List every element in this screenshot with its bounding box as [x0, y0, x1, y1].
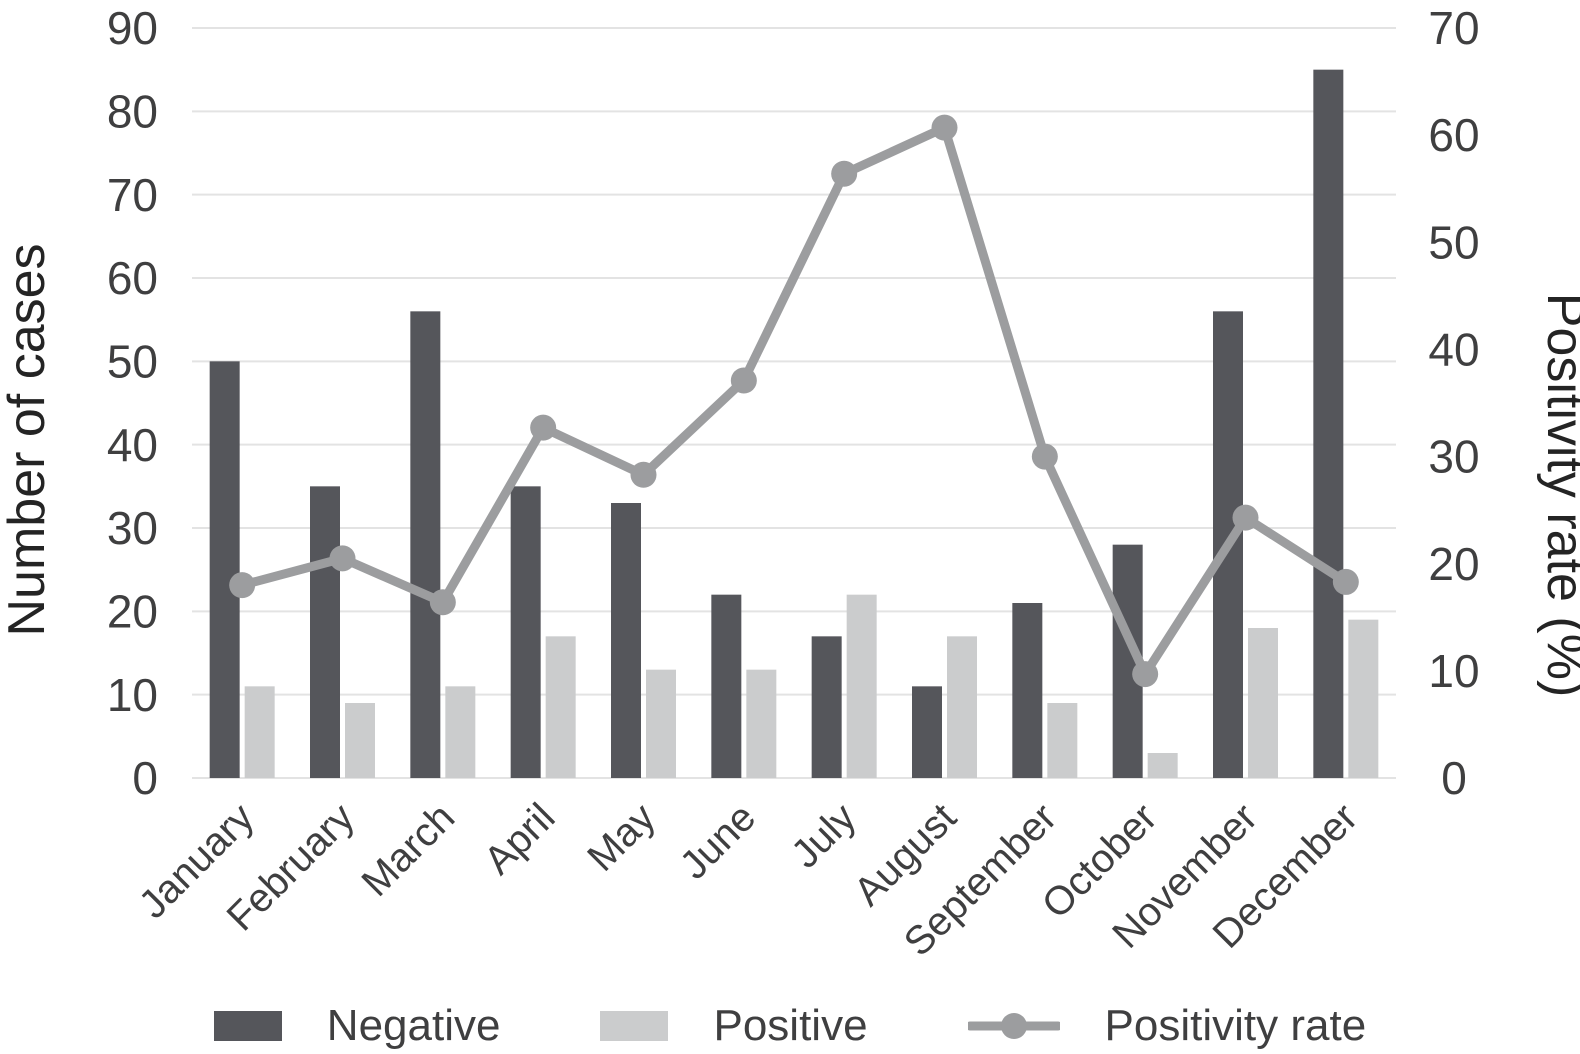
positive-swatch-icon [600, 1011, 669, 1041]
positive-bar-january [244, 686, 275, 778]
positive-bar-december [1348, 619, 1379, 778]
positivity-rate-marker-march [429, 589, 456, 616]
left-tick-label: 90 [107, 2, 158, 54]
positivity-rate-line [237, 123, 1351, 679]
right-tick-label: 10 [1428, 645, 1479, 697]
positivity-rate-marker-may [630, 461, 657, 488]
positivity-rate-marker-july [831, 160, 858, 187]
right-tick-label: 70 [1428, 2, 1479, 54]
positive-bar-november [1248, 628, 1278, 778]
negative-bar-august [912, 686, 942, 778]
right-tick-label: 0 [1441, 752, 1467, 804]
right-tick-label: 60 [1428, 109, 1479, 161]
legend-label-negative: Negative [326, 1001, 501, 1050]
right-axis-title: Positivity rate (%) [1536, 293, 1580, 698]
positivity-rate-line-icon [965, 1011, 1063, 1041]
positivity-rate-marker-june [730, 367, 757, 394]
negative-bar-february [310, 486, 340, 778]
negative-bar-june [711, 594, 742, 778]
positive-bar-october [1147, 753, 1178, 778]
month-label-june: June [672, 795, 764, 887]
right-tick-label: 20 [1428, 538, 1479, 590]
legend-item-positivity-rate: Positivity rate [965, 1001, 1367, 1051]
left-tick-label: 60 [107, 252, 158, 304]
month-label-july: July [783, 795, 864, 876]
left-axis-title: Number of cases [0, 243, 56, 636]
left-tick-label: 70 [107, 169, 158, 221]
positive-bar-september [1047, 703, 1078, 778]
left-tick-label: 10 [107, 669, 158, 721]
month-label-april: April [476, 795, 564, 883]
right-tick-label: 30 [1428, 431, 1479, 483]
positivity-rate-marker-april [530, 414, 557, 441]
positivity-rate-marker-september [1031, 443, 1058, 470]
legend-item-negative: Negative [213, 1001, 501, 1051]
left-axis-ticks: 0 10 20 30 40 50 60 70 80 90 [107, 2, 158, 804]
legend-label-positivity-rate: Positivity rate [1104, 1001, 1367, 1050]
line-series-layer [229, 114, 1359, 688]
negative-swatch-icon [213, 1011, 282, 1041]
left-tick-label: 80 [107, 85, 158, 137]
positive-bar-june [746, 669, 777, 778]
positive-bar-april [545, 636, 576, 778]
negative-bar-march [410, 311, 441, 778]
positivity-rate-marker-october [1132, 661, 1159, 688]
positive-bar-february [345, 703, 375, 778]
bars-layer [209, 69, 1379, 778]
negative-bar-july [811, 636, 842, 778]
chart-legend: Negative Positive Positivity rate [0, 1000, 1580, 1052]
positive-bar-july [846, 594, 877, 778]
positive-bar-may [646, 669, 676, 778]
negative-bar-december [1313, 69, 1344, 778]
month-label-march: March [353, 795, 463, 905]
right-axis-ticks: 0 10 20 30 40 50 60 70 [1428, 2, 1479, 804]
positive-bar-march [445, 686, 476, 778]
legend-label-positive: Positive [713, 1001, 868, 1050]
positivity-rate-marker-november [1232, 504, 1259, 531]
positivity-rate-marker-february [329, 545, 356, 572]
left-tick-label: 0 [132, 752, 158, 804]
left-tick-label: 50 [107, 335, 158, 387]
legend-item-positive: Positive [600, 1001, 868, 1051]
left-tick-label: 20 [107, 585, 158, 637]
negative-bar-april [510, 486, 541, 778]
negative-bar-january [209, 361, 240, 778]
negative-bar-may [611, 503, 641, 778]
right-tick-label: 50 [1428, 216, 1479, 268]
gridlines-layer [192, 27, 1396, 779]
positivity-rate-marker-january [229, 572, 256, 599]
left-tick-label: 30 [107, 502, 158, 554]
month-label-may: May [579, 795, 664, 880]
positive-bar-august [947, 636, 977, 778]
right-tick-label: 40 [1428, 324, 1479, 376]
left-tick-label: 40 [107, 419, 158, 471]
positivity-rate-marker-august [931, 114, 958, 141]
positivity-rate-marker-december [1332, 568, 1359, 595]
negative-bar-september [1012, 603, 1043, 778]
